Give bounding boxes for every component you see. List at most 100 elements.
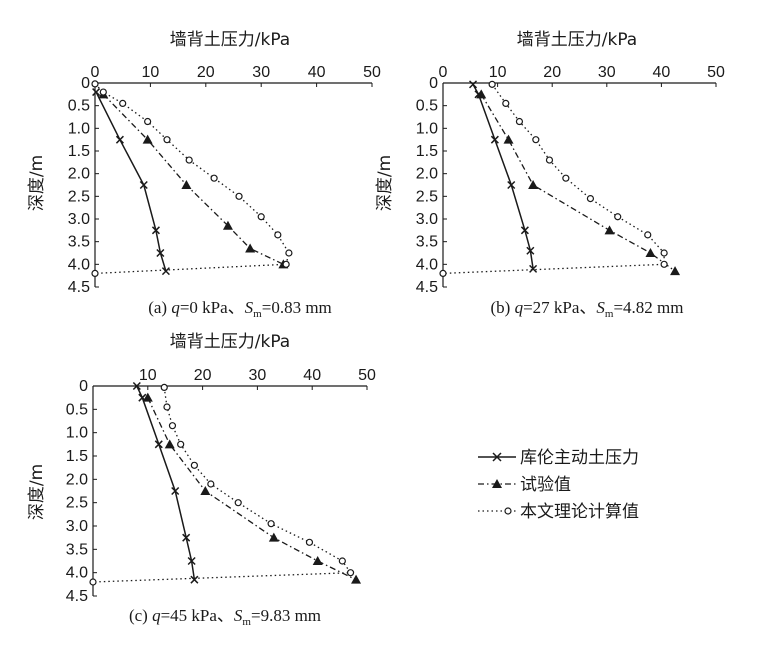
panel-c-plot: 10 20 30 40 50 0 0.5 1.0 1.5 2.0 2.5 3.0 3.5 4.0 4.5 [66, 367, 376, 605]
panel-a-point-theory [235, 192, 243, 200]
panel-a-ytick-label: 3.5 [68, 234, 90, 251]
panel-c-point-theory [234, 499, 242, 507]
panel-c-point-theory [305, 538, 314, 546]
panel-c-point-coulomb [132, 381, 141, 391]
panel-a-point-theory [274, 231, 282, 239]
panel-c-point-test [200, 486, 211, 495]
panel-c-xtick-label: 10 [139, 367, 157, 384]
panel-a-point-theory [99, 88, 107, 96]
panel-a-point-test [245, 243, 256, 253]
panel-c-xtick-label: 40 [303, 367, 321, 384]
panel-b-point-coulomb [490, 135, 499, 144]
panel-b-point-coulomb [468, 80, 478, 89]
panel-a-point-theory [210, 174, 218, 182]
panel-a-point-coulomb [92, 88, 101, 97]
panel-c-point-theory [177, 440, 185, 448]
panel-c-ytick-label: 0 [79, 378, 88, 395]
panel-c-point-coulomb [171, 486, 180, 496]
panel-c-ytick-label: 1.5 [66, 448, 88, 465]
panel-c-point-theory [160, 383, 168, 391]
cross-marker-icon [492, 452, 502, 462]
panel-b-ytick-label: 2.5 [416, 188, 438, 205]
panel-b-ytick-label: 4.5 [416, 279, 438, 296]
panel-b-point-test [476, 89, 487, 99]
panel-b-ytick-label: 3.0 [416, 211, 438, 228]
panel-a-ylabel: 深度/m [27, 155, 47, 211]
panel-c-point-coulomb [154, 440, 163, 449]
circle-marker-icon [504, 507, 512, 515]
legend-item-theory: 本文理论计算值 [478, 502, 639, 522]
panel-b-point-theory [488, 80, 496, 88]
panel-c-point-coulomb [190, 575, 199, 584]
panel-a-point-coulomb [151, 226, 160, 235]
panel-c-point-theory [338, 557, 346, 565]
panel-c-caption: (c) q=45 kPa、Sm=9.83 mm [129, 606, 321, 628]
panel-a-xlabel: 墙背土压力/kPa [170, 30, 290, 50]
panel-b-point-theory [644, 231, 652, 239]
panel-c-point-test [312, 556, 323, 565]
panel-a-ytick-label: 4.0 [68, 256, 90, 273]
panel-b-point-coulomb [526, 246, 535, 255]
legend-label-test: 试验值 [520, 475, 571, 495]
panel-c-ytick-label: 2.5 [66, 495, 88, 512]
panel-c-ytick-label: 4.5 [66, 588, 88, 605]
panel-a-xtick-label: 20 [197, 64, 215, 81]
panel-a-point-coulomb [161, 267, 170, 276]
panel-b-point-test [645, 248, 656, 257]
panel-a-point-test [181, 180, 192, 189]
panel-a-xtick-label: 40 [308, 64, 326, 81]
panel-c-point-test [351, 574, 362, 584]
panel-b-ytick-label: 0 [429, 75, 438, 92]
panel-b-point-theory [660, 249, 668, 257]
panel-b-point-theory [439, 269, 447, 277]
panel-c-xlabel: 墙背土压力/kPa [170, 332, 290, 352]
panel-a-point-theory [163, 136, 171, 144]
panel-c-point-theory [89, 578, 97, 586]
panel-c-point-test [142, 392, 153, 402]
panel-a-series-test-line [102, 93, 284, 265]
panel-b-point-theory [562, 174, 570, 182]
panel-c-ytick-label: 3.0 [66, 518, 88, 535]
panel-c-ytick-label: 3.5 [66, 541, 88, 558]
panel-b-point-theory [515, 117, 524, 126]
panel-c-ytick-label: 2.0 [66, 471, 88, 488]
panel-b-xtick-label: 50 [707, 64, 725, 81]
legend-item-coulomb: 库伦主动土压力 [478, 448, 639, 468]
panel-a-point-theory [285, 249, 293, 257]
panel-c-point-theory [163, 403, 171, 411]
panel-b-point-coulomb [520, 226, 529, 235]
panel-b-point-theory [660, 260, 668, 268]
panel-a-ytick-label: 1.5 [68, 143, 90, 160]
panel-b-point-test [503, 134, 514, 144]
panel-b-point-theory [532, 136, 540, 144]
panel-a-point-test [142, 134, 153, 144]
panel-b-point-theory [502, 99, 510, 108]
panel-a-point-theory [91, 269, 99, 277]
panel-a-caption: (a) q=0 kPa、Sm=0.83 mm [148, 298, 332, 320]
panel-b-caption: (b) q=27 kPa、Sm=4.82 mm [490, 298, 683, 320]
panel-a-ytick-label: 2.0 [68, 166, 90, 183]
panel-a-ytick-label: 4.5 [68, 279, 90, 296]
panel-b-point-test [604, 225, 615, 235]
panel-b-ytick-label: 1.5 [416, 143, 438, 160]
panel-b-ytick-label: 0.5 [416, 98, 438, 115]
panel-c-series-test-line [147, 397, 357, 581]
panel-a-point-theory [257, 213, 265, 221]
panel-a-point-theory [91, 80, 99, 88]
panel-c-ylabel: 深度/m [27, 464, 47, 520]
panel-a-xtick-label: 10 [142, 64, 160, 81]
panel-a-xtick-label: 30 [252, 64, 270, 81]
panel-c-series-theory-line [92, 387, 352, 583]
panel-a-ytick-label: 2.5 [68, 188, 90, 205]
panel-a-series-theory-line [94, 83, 290, 275]
panel-c: 墙背土压力/kPa 深度/m (c) q=45 kPa、Sm=9.83 mm [27, 332, 321, 628]
panel-b-ytick-label: 2.0 [416, 166, 438, 183]
panel-a-point-coulomb [156, 248, 165, 258]
panel-b-point-test [670, 266, 681, 276]
panel-b-point-coulomb [529, 264, 538, 273]
panel-b-xtick-label: 0 [439, 64, 448, 81]
panel-c-xtick-label: 30 [249, 367, 267, 384]
panel-c-point-test [268, 532, 279, 542]
panel-a-series-coulomb-line [95, 91, 167, 272]
